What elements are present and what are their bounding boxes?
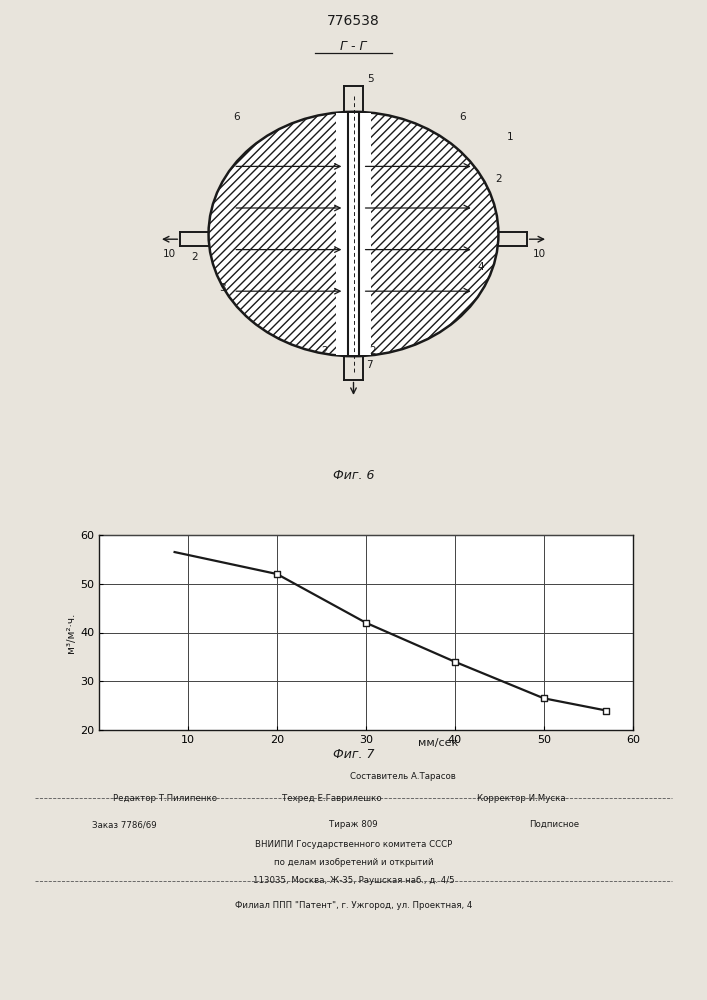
Text: 6: 6 xyxy=(233,112,240,122)
Text: мм/сек: мм/сек xyxy=(419,738,458,748)
Text: 1: 1 xyxy=(507,132,513,142)
Text: Редактор Т.Пилипенко: Редактор Т.Пилипенко xyxy=(113,794,217,803)
Point xyxy=(538,690,549,706)
Text: Корректор И.Муска: Корректор И.Муска xyxy=(477,794,566,803)
Text: Заказ 7786/69: Заказ 7786/69 xyxy=(92,820,156,829)
Bar xyxy=(336,113,371,355)
Text: Филиал ППП "Патент", г. Ужгород, ул. Проектная, 4: Филиал ППП "Патент", г. Ужгород, ул. Про… xyxy=(235,901,472,910)
Text: 10: 10 xyxy=(532,249,546,259)
Text: Тираж 809: Тираж 809 xyxy=(329,820,378,829)
Text: 10: 10 xyxy=(163,249,176,259)
Text: 2: 2 xyxy=(191,252,197,262)
Text: 4: 4 xyxy=(477,262,484,272)
Text: Фиг. 7: Фиг. 7 xyxy=(333,748,374,761)
Text: Г - Г: Г - Г xyxy=(340,40,367,53)
Y-axis label: м³/м²·ч.: м³/м²·ч. xyxy=(66,612,76,653)
Point xyxy=(449,654,460,670)
Point xyxy=(361,615,372,631)
Text: 7: 7 xyxy=(366,360,373,370)
Text: Фиг. 6: Фиг. 6 xyxy=(333,469,374,482)
Text: 5: 5 xyxy=(368,74,374,84)
Text: ВНИИПИ Государственного комитета СССР: ВНИИПИ Государственного комитета СССР xyxy=(255,840,452,849)
Text: Составитель А.Тарасов: Составитель А.Тарасов xyxy=(350,772,456,781)
Text: Подписное: Подписное xyxy=(530,820,580,829)
Text: 3: 3 xyxy=(219,283,226,293)
Text: 2: 2 xyxy=(322,346,328,356)
Point xyxy=(600,702,612,718)
Text: по делам изобретений и открытий: по делам изобретений и открытий xyxy=(274,858,433,867)
Point xyxy=(271,566,283,582)
Text: Техред Е.Гаврилешко: Техред Е.Гаврилешко xyxy=(283,794,382,803)
Ellipse shape xyxy=(209,112,498,356)
Text: 776538: 776538 xyxy=(327,14,380,28)
Text: 2: 2 xyxy=(495,174,501,184)
Text: 6: 6 xyxy=(460,112,466,122)
Text: 2: 2 xyxy=(369,346,375,356)
Text: 113035, Москва, Ж-35, Раушская наб., д. 4/5: 113035, Москва, Ж-35, Раушская наб., д. … xyxy=(252,876,455,885)
